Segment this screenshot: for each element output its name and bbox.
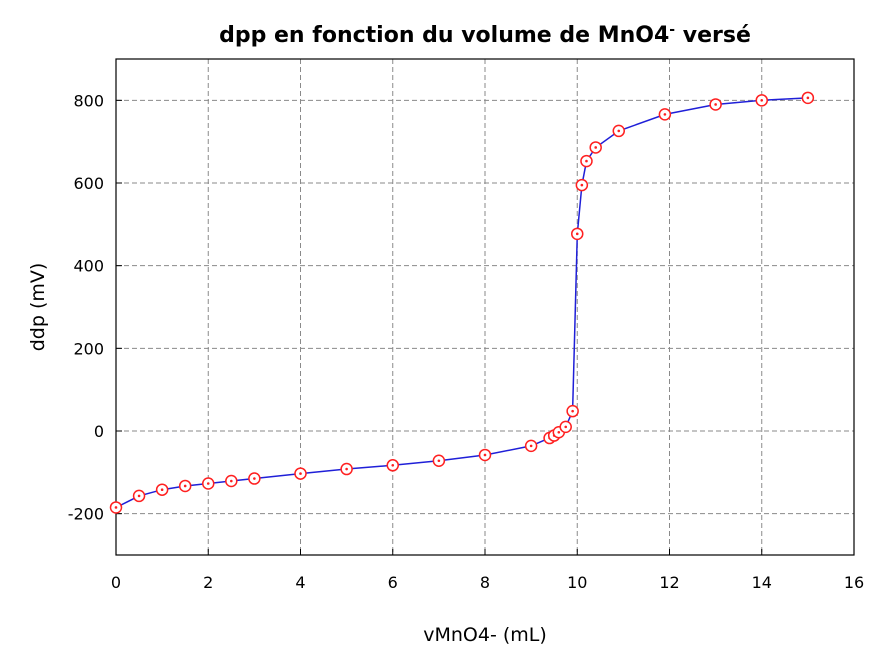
data-point-center [160,488,164,491]
y-axis-label: ddp (mV) [27,263,49,352]
data-point-center [564,425,568,429]
data-point-center [760,99,764,102]
data-point-center [557,430,561,434]
data-point-center [585,159,588,163]
y-tick-label: 600 [73,174,104,193]
x-tick-label: 4 [295,573,305,592]
data-point-center [806,96,810,100]
x-axis-label: vMnO4- (mL) [423,624,547,645]
x-tick-label: 8 [480,573,490,592]
chart-title: dpp en fonction du volume de MnO4- versé [219,22,751,48]
data-point-center [663,113,667,116]
x-tick-label: 14 [752,573,772,592]
data-series [109,91,815,514]
data-point-center [391,464,395,467]
data-point-center [571,409,574,413]
data-point-center [253,477,256,480]
data-point-center [345,467,348,471]
data-point-center [714,103,717,106]
data-point-center [137,494,141,498]
y-tick-label: -200 [68,505,104,524]
data-point-center [575,232,579,236]
x-tick-label: 16 [844,573,864,592]
y-tick-label: 0 [94,422,104,441]
x-tick-label: 12 [659,573,679,592]
series-line [115,97,808,509]
data-point-center [529,444,533,448]
x-tick-label: 2 [203,573,213,592]
y-tick-label: 800 [73,91,104,110]
data-point-center [617,129,621,133]
data-point-center [483,453,487,457]
data-point-center [437,459,441,463]
data-point-center [299,472,302,475]
x-tick-label: 0 [111,573,121,592]
data-point-center [580,183,584,187]
grid [116,59,854,555]
y-tick-label: 400 [73,257,104,276]
data-point-center [114,506,118,509]
axis-ticks: 0 2 4 6 8 10 12 14 16 -200 0 200 400 600 800 [68,91,864,592]
data-point-center [183,484,187,488]
data-point-center [594,146,597,149]
y-tick-label: 200 [73,339,104,358]
x-tick-label: 6 [388,573,398,592]
data-point-center [206,482,210,485]
x-tick-label: 10 [567,573,587,592]
data-point-center [230,479,233,483]
